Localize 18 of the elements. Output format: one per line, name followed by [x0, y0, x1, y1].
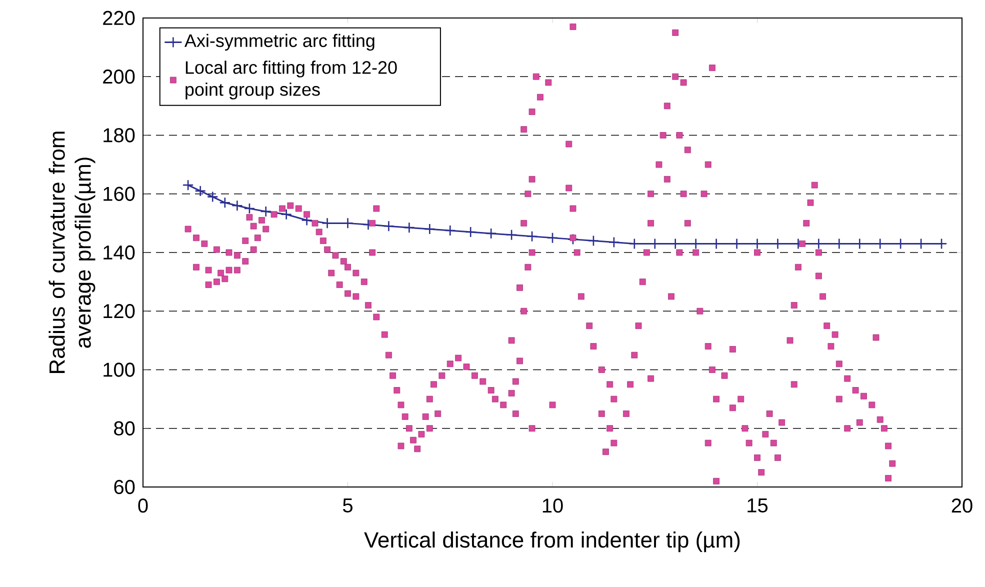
y-tick-label: 60 [114, 480, 135, 494]
y-tick-label: 160 [104, 186, 135, 201]
x-tick-label: 5 [342, 498, 352, 512]
y-tick-label: 180 [104, 128, 135, 142]
y-tick-label: 100 [104, 362, 135, 377]
y-tick-label: 200 [103, 70, 135, 84]
y-tick-label: 140 [104, 245, 135, 260]
x-tick-label: 15 [748, 498, 768, 512]
legend-label: Local arc fitting from 12-20 point group sizes [186, 60, 397, 100]
y-tick-label: 120 [104, 304, 135, 318]
y-tick-label: 220 [103, 10, 135, 26]
y-axis-title: Radius of curvature from average profile(µm) [48, 132, 96, 373]
x-tick-label: 20 [952, 498, 972, 513]
y-tick-label: 80 [114, 421, 135, 436]
legend-label: Axi-symmetric arc fitting [184, 34, 374, 51]
x-tick-label: 0 [138, 498, 148, 513]
x-tick-label: 10 [542, 498, 563, 513]
x-axis-title: Vertical distance from indenter tip (µm) [364, 532, 740, 552]
